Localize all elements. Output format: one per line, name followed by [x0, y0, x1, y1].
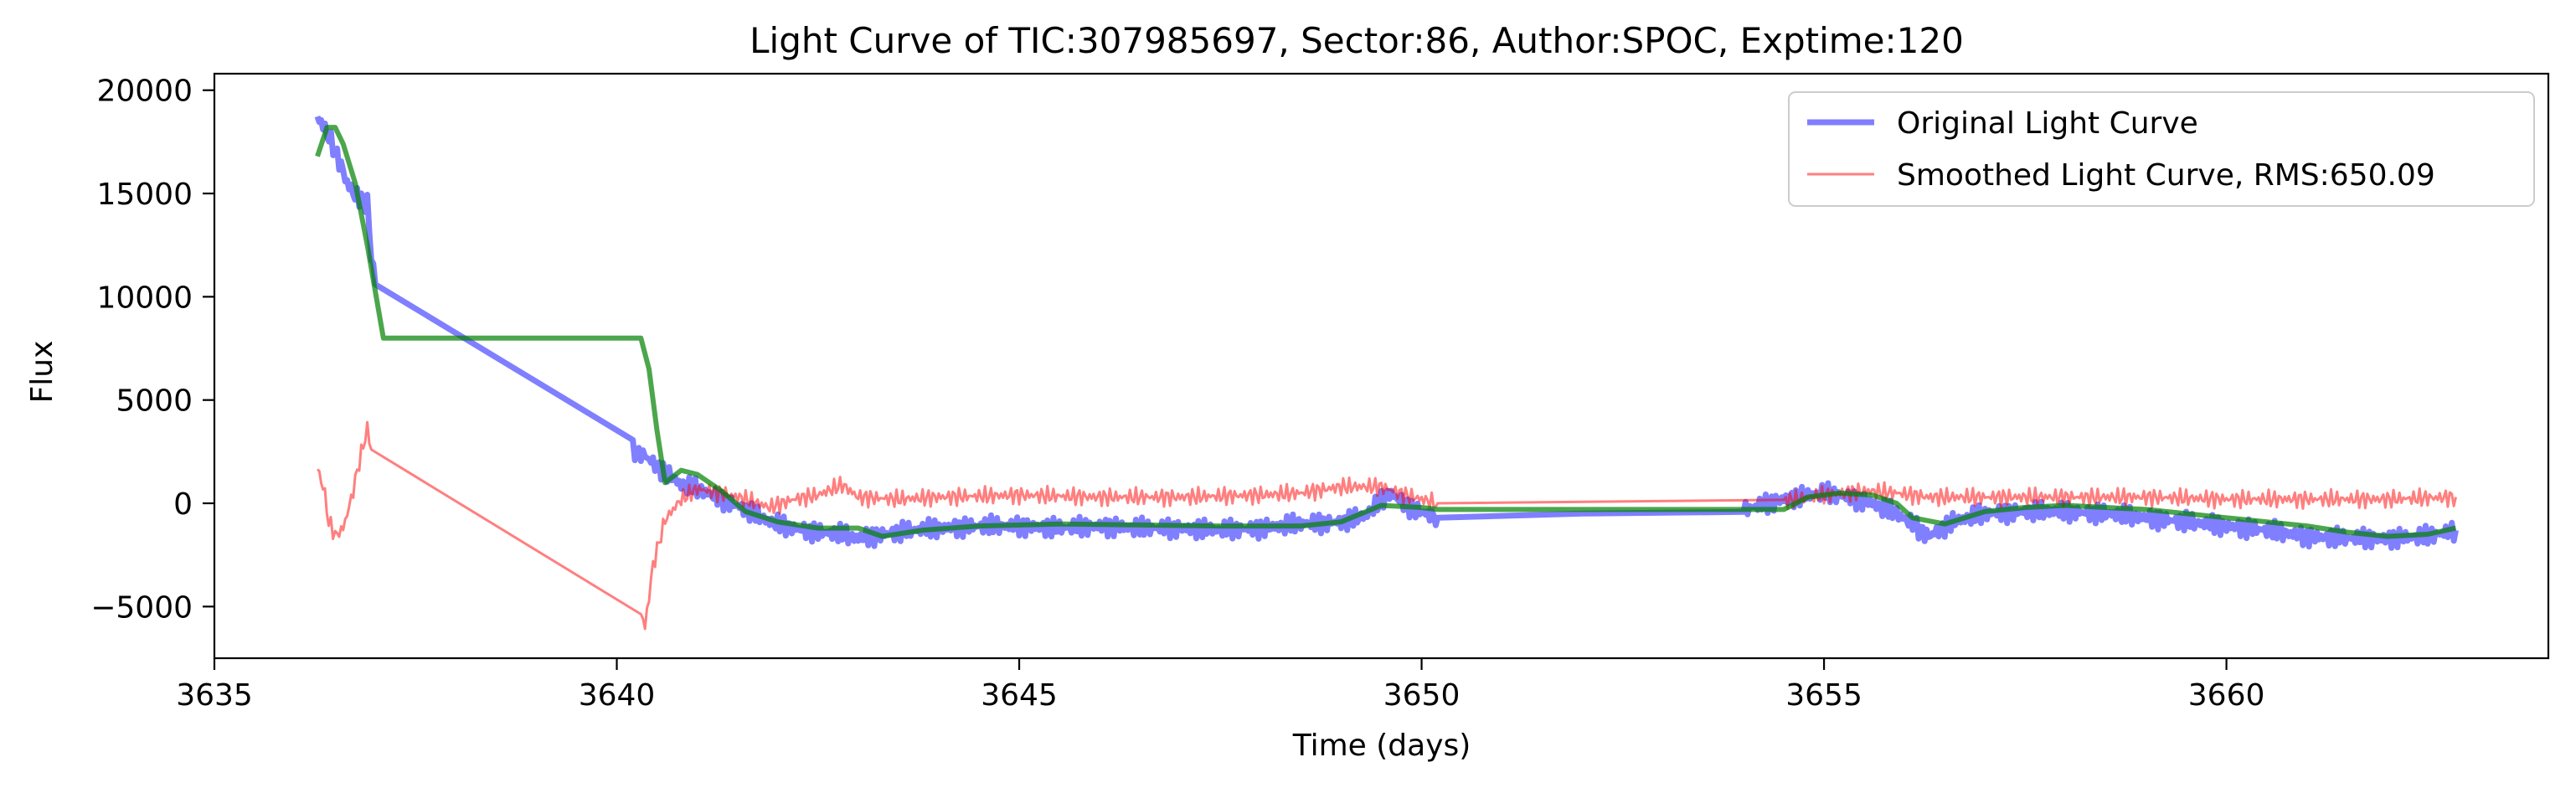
x-tick-label: 3640: [579, 678, 656, 713]
series-line-1: [316, 420, 2457, 631]
legend-box: [1788, 91, 2535, 207]
y-tick-label: 0: [173, 487, 193, 522]
x-tick-label: 3635: [176, 678, 253, 713]
x-tick-label: 3660: [2188, 678, 2265, 713]
x-axis-label: Time (days): [1292, 729, 1471, 763]
legend: Original Light Curve Smoothed Light Curv…: [1788, 91, 2535, 207]
series-layer: [314, 115, 2459, 631]
plot-area-frame: [213, 72, 2550, 660]
y-axis: −5000 0 5000 10000 15000 20000: [90, 75, 214, 625]
legend-label-smoothed: Smoothed Light Curve, RMS:650.09: [1897, 158, 2435, 193]
y-tick-label: 5000: [116, 384, 193, 419]
y-tick-label: 10000: [96, 281, 193, 315]
y-tick-label: −5000: [90, 590, 193, 625]
x-tick-label: 3645: [981, 678, 1058, 713]
x-tick-label: 3650: [1383, 678, 1461, 713]
legend-label-original: Original Light Curve: [1897, 106, 2198, 141]
chart-title: Light Curve of TIC:307985697, Sector:86,…: [750, 20, 1964, 61]
x-axis: 3635 3640 3645 3650 3655 3660: [176, 658, 2264, 713]
series-line-2: [315, 125, 2457, 539]
y-tick-label: 15000: [96, 178, 193, 212]
y-axis-label: Flux: [25, 341, 59, 404]
y-tick-label: 20000: [96, 75, 193, 109]
x-tick-label: 3655: [1785, 678, 1862, 713]
